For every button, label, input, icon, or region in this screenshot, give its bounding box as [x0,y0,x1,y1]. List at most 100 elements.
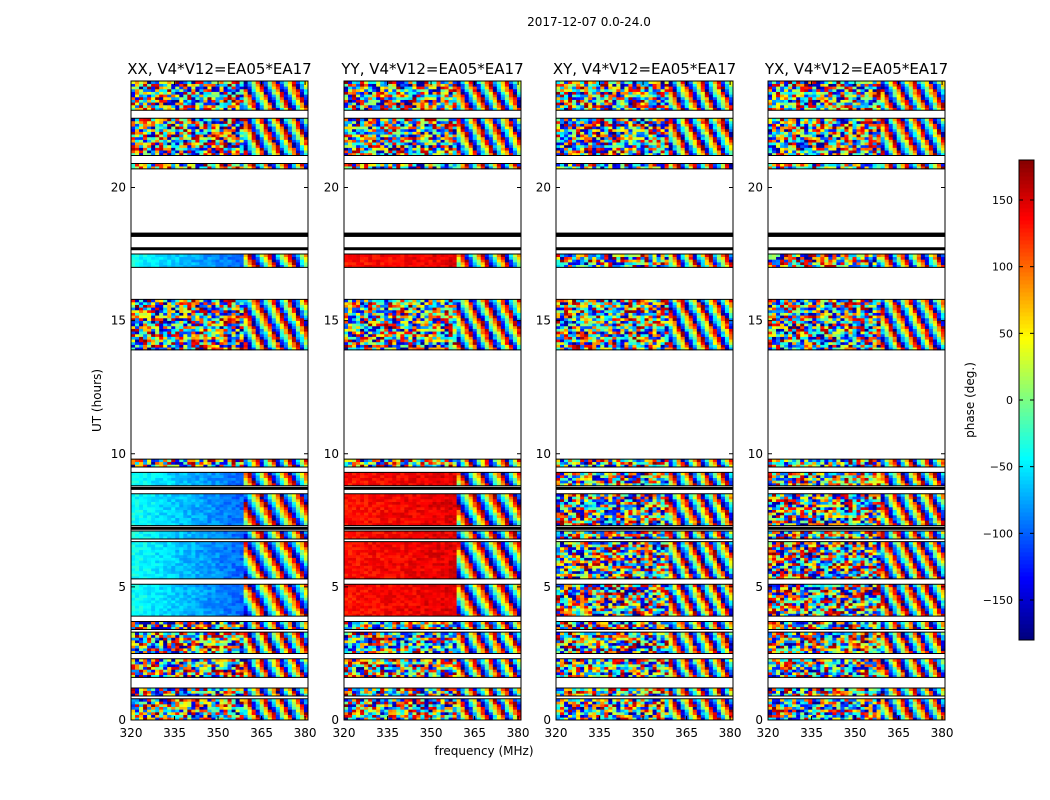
heatmap-cell [276,672,280,675]
heatmap-cell [143,635,147,638]
heatmap-cell [220,640,224,643]
heatmap-cell [268,709,272,712]
heatmap-cell [228,592,232,595]
heatmap-cell [272,709,276,712]
heatmap-cell [179,637,183,640]
heatmap-cell [139,664,143,667]
heatmap-cell [272,707,276,710]
heatmap-cell [256,624,260,627]
heatmap-cell [203,624,207,627]
heatmap-cell [179,715,183,718]
heatmap-cell [207,595,211,598]
heatmap-cell [151,640,155,643]
heatmap-cell [236,707,240,710]
heatmap-cell [292,640,296,643]
heatmap-cell [288,704,292,707]
heatmap-cell [143,600,147,603]
heatmap-cell [163,603,167,606]
heatmap-cell [220,603,224,606]
heatmap-cell [264,598,268,601]
heatmap-cell [163,598,167,601]
heatmap-cell [187,637,191,640]
heatmap-cell [244,672,248,675]
heatmap-cell [268,664,272,667]
panel-1: 320 335 350 365 38005101520XX, V4*V12=EA05*E… [90,60,317,740]
heatmap-cell [207,603,211,606]
heatmap-cell [191,704,195,707]
heatmap-cell [147,648,151,651]
heatmap-cell [220,598,224,601]
heatmap-cell [207,669,211,672]
heatmap-cell [167,661,171,664]
heatmap-cell [228,640,232,643]
heatmap-cell [248,709,252,712]
heatmap-cell [143,707,147,710]
heatmap-cell [236,608,240,611]
heatmap-cell [159,667,163,670]
heatmap-cell [220,667,224,670]
heatmap-cell [220,701,224,704]
heatmap-cell [232,648,236,651]
heatmap-cell [207,640,211,643]
heatmap-cell [256,712,260,715]
heatmap-cell [179,701,183,704]
heatmap-cell [143,667,147,670]
heatmap-cell [211,640,215,643]
heatmap-cell [284,643,288,646]
heatmap-cell [248,648,252,651]
heatmap-cell [191,592,195,595]
heatmap-cell [191,709,195,712]
heatmap-cell [252,611,256,614]
heatmap-cell [300,608,304,611]
heatmap-cell [236,661,240,664]
heatmap-cell [264,640,268,643]
heatmap-cell [256,635,260,638]
heatmap-cell [268,635,272,638]
heatmap-cell [252,640,256,643]
heatmap-cell [220,637,224,640]
heatmap-cell [147,592,151,595]
heatmap-cell [300,715,304,718]
heatmap-cell [203,691,207,694]
heatmap-cell [147,704,151,707]
heatmap-cell [252,664,256,667]
heatmap-cell [215,704,219,707]
heatmap-cell [179,587,183,590]
heatmap-cell [252,637,256,640]
heatmap-cell [288,669,292,672]
heatmap-cell [292,592,296,595]
heatmap-cell [232,611,236,614]
heatmap-cell [199,712,203,715]
heatmap-cell [147,598,151,601]
heatmap-cell [159,707,163,710]
heatmap-cell [151,691,155,694]
heatmap-cell [199,635,203,638]
heatmap-cell [139,667,143,670]
heatmap-cell [268,691,272,694]
heatmap-cell [191,608,195,611]
heatmap-cell [248,667,252,670]
heatmap-cell [300,704,304,707]
heatmap-cell [139,606,143,609]
heatmap-cell [147,715,151,718]
heatmap-cell [155,587,159,590]
heatmap-cell [147,595,151,598]
heatmap-cell [252,606,256,609]
heatmap-cell [195,635,199,638]
heatmap-cell [135,640,139,643]
heatmap-cell [131,704,135,707]
heatmap-cell [296,648,300,651]
heatmap-cell [207,611,211,614]
heatmap-cell [143,669,147,672]
heatmap-cell [264,624,268,627]
heatmap-cell [240,648,244,651]
heatmap-cell [220,704,224,707]
heatmap-cell [139,611,143,614]
heatmap-cell [155,691,159,694]
heatmap-cell [292,587,296,590]
heatmap-cell [256,587,260,590]
heatmap-cell [147,669,151,672]
heatmap-cell [175,712,179,715]
heatmap-cell [167,606,171,609]
heatmap-cell [131,611,135,614]
